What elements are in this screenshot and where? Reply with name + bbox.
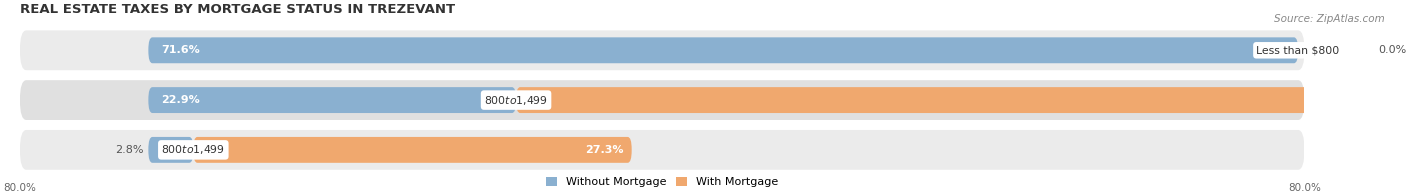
Text: 22.9%: 22.9% (162, 95, 200, 105)
Text: 27.3%: 27.3% (585, 145, 624, 155)
FancyBboxPatch shape (20, 30, 1305, 70)
FancyBboxPatch shape (20, 80, 1305, 120)
Text: $800 to $1,499: $800 to $1,499 (484, 93, 548, 107)
FancyBboxPatch shape (193, 137, 631, 163)
FancyBboxPatch shape (149, 87, 516, 113)
Text: 2.8%: 2.8% (115, 145, 143, 155)
Text: 71.6%: 71.6% (162, 45, 200, 55)
FancyBboxPatch shape (20, 130, 1305, 170)
Legend: Without Mortgage, With Mortgage: Without Mortgage, With Mortgage (547, 177, 778, 187)
Text: Source: ZipAtlas.com: Source: ZipAtlas.com (1274, 14, 1385, 24)
FancyBboxPatch shape (516, 87, 1406, 113)
FancyBboxPatch shape (149, 137, 193, 163)
Text: $800 to $1,499: $800 to $1,499 (162, 143, 225, 156)
Text: 0.0%: 0.0% (1378, 45, 1406, 55)
Text: REAL ESTATE TAXES BY MORTGAGE STATUS IN TREZEVANT: REAL ESTATE TAXES BY MORTGAGE STATUS IN … (20, 4, 456, 16)
Text: 56.8%: 56.8% (1382, 95, 1406, 105)
FancyBboxPatch shape (149, 37, 1298, 63)
Text: Less than $800: Less than $800 (1257, 45, 1340, 55)
